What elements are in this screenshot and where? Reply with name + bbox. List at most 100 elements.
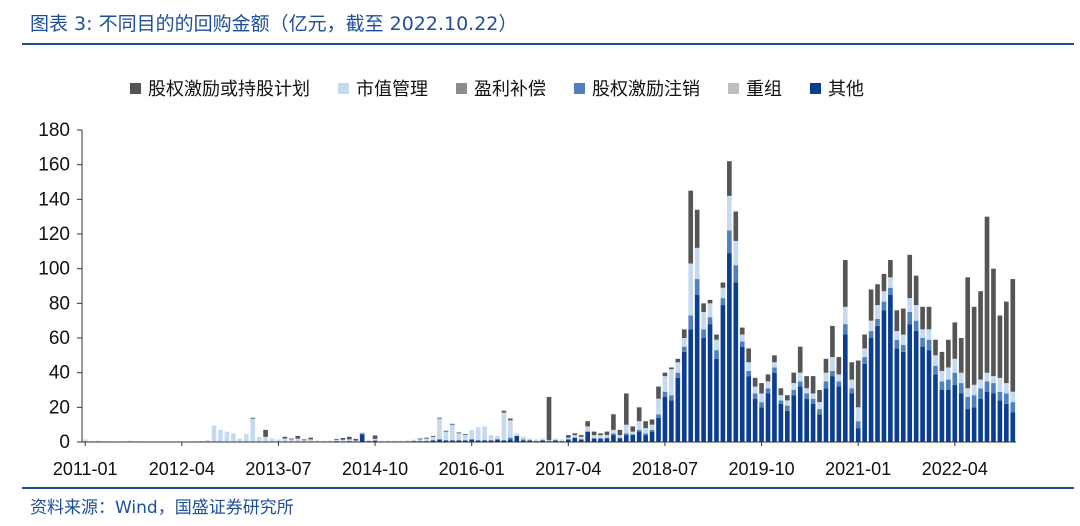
y-tick-label: 40 [49,363,70,384]
bar-segment [797,386,803,442]
bar-segment [997,400,1003,442]
bar-segment [681,338,687,347]
bar-segment [810,376,816,394]
bar-segment [1010,391,1016,403]
footer-divider [22,487,1074,489]
bar-segment [997,377,1003,392]
bar-segment [630,434,636,436]
bar-segment [739,346,745,442]
bar-segment [817,402,822,410]
bar-segment [727,161,732,196]
bar-segment [984,216,990,373]
bar-segment [881,291,887,302]
bar-segment [855,360,861,408]
bar-segment [900,334,906,345]
y-tick-label: 20 [49,397,70,418]
bar-segment [881,310,887,442]
bar-segment [913,275,919,306]
bar-segment [965,388,971,397]
bar-segment [598,435,603,439]
bar-segment [701,312,706,330]
bar-segment [527,440,532,442]
bar-segment [617,437,623,439]
bar-segment [765,374,771,382]
bar-segment [946,379,951,390]
bar-segment [353,438,359,441]
bar-segment [913,320,919,332]
bar-segment [198,440,204,442]
bar-segment [733,282,739,442]
bar-segment [662,376,668,392]
bar-segment [514,435,520,442]
bar-segment [785,410,790,442]
x-tick-label: 2016-01 [439,459,505,479]
bar-segment [630,435,636,442]
bar-segment [546,440,552,442]
bar-segment [920,346,925,442]
x-tick-label: 2011-01 [53,459,118,479]
bar-segment [739,341,745,347]
y-tick-label: 160 [38,155,70,176]
bar-segment [707,303,713,318]
bar-segment [946,339,951,368]
legend-swatch [728,82,739,94]
bar-segment [353,440,359,442]
bar-segment [984,381,990,392]
bar-segment [862,364,867,442]
legend-label: 市值管理 [356,79,428,100]
bar-segment [385,440,391,442]
bar-segment [688,190,694,264]
bar-segment [900,344,906,352]
bar-segment [933,374,938,442]
bar-segment [746,376,751,442]
bar-segment [997,391,1003,401]
bar-segment [907,254,913,299]
bar-segment [578,439,584,442]
bar-segment [907,298,913,312]
bar-segment [1010,279,1016,392]
bar-segment [907,324,913,442]
bar-segment [250,417,256,419]
legend-swatch [338,82,349,94]
bar-segment [836,374,842,382]
bar-segment [868,320,874,332]
bar-segment [295,438,301,442]
bar-segment [804,393,809,399]
bar-segment [95,440,101,442]
bar-segment [772,362,777,368]
bar-segment [926,350,932,442]
bar-segment [836,357,842,375]
bar-segment [501,410,507,413]
bar-segment [675,358,681,363]
bar-segment [656,398,661,415]
bar-segment [359,434,365,442]
bar-segment [823,381,829,389]
bar-segment [714,334,719,340]
bar-segment [823,372,829,382]
bar-segment [308,437,313,440]
bar-segment [462,434,468,436]
legend-swatch [574,82,585,94]
bar-segment [752,386,758,394]
bar-segment [830,370,835,377]
bar-segment [1004,383,1009,394]
bar-segment [965,409,971,442]
bar-segment [340,439,346,442]
bar-segment [817,414,822,442]
x-tick-label: 2014-10 [342,459,408,479]
bar-segment [649,424,655,430]
bar-segment [347,436,352,440]
bar-segment [765,388,771,394]
bar-segment [379,440,384,442]
bar-segment [836,381,842,387]
bar-segment [520,436,526,440]
bar-segment [797,372,803,382]
bar-segment [791,383,797,390]
bar-segment [971,395,977,408]
bar-segment [82,439,88,442]
bar-segment [978,398,983,442]
bar-segment [636,407,642,422]
bar-segment [707,299,713,304]
x-tick-label: 2021-01 [825,459,891,479]
